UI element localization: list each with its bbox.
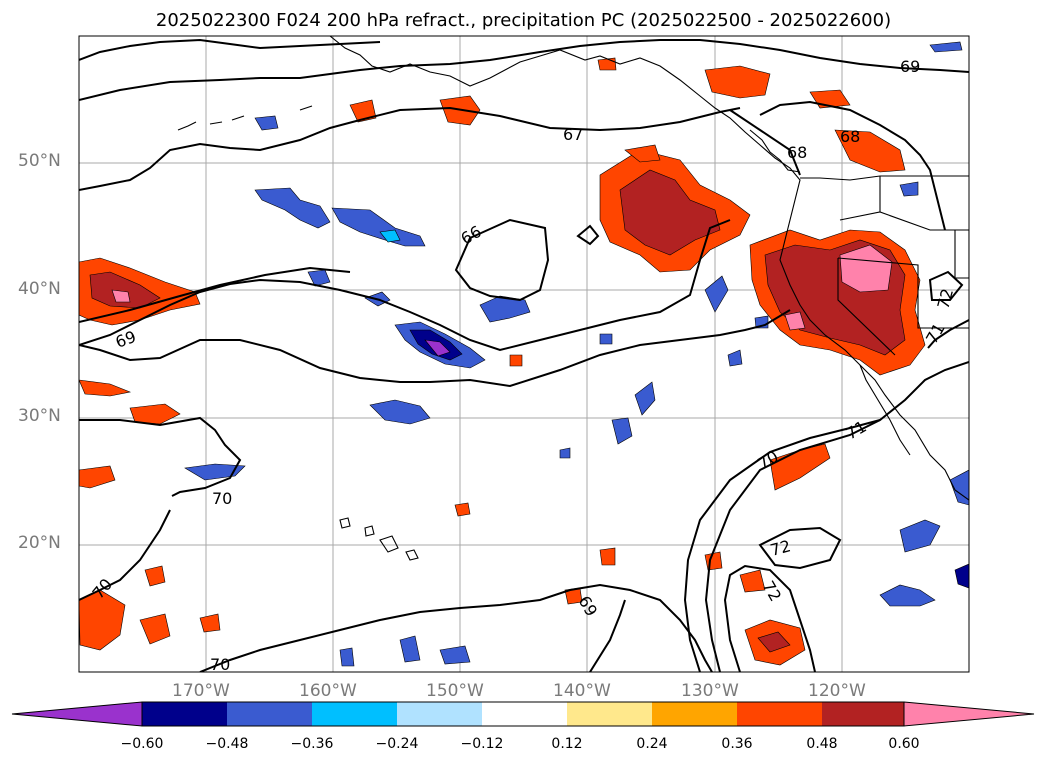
contour-label: 67 — [563, 125, 583, 144]
coastlines — [177, 36, 969, 561]
lat-label: 30°N — [18, 406, 61, 426]
contour-label: 70 — [212, 489, 232, 508]
refractivity-contours — [79, 38, 969, 672]
precip-negative-areas — [184, 41, 969, 667]
contour-label: 72 — [768, 536, 793, 560]
contour-label: 69 — [900, 57, 920, 76]
colorbar-tick-label: 0.12 — [551, 736, 583, 752]
lon-label: 160°W — [299, 681, 357, 701]
colorbar-segment — [652, 702, 737, 726]
contour-label: 70 — [210, 655, 230, 674]
colorbar-segment — [227, 702, 312, 726]
lat-label: 20°N — [18, 533, 61, 553]
contour-label: 68 — [840, 127, 860, 146]
lat-label: 40°N — [18, 279, 61, 299]
colorbar-segment — [142, 702, 227, 726]
colorbar-extend-high — [903, 701, 1035, 727]
colorbar — [11, 701, 1035, 727]
lon-label: 140°W — [553, 681, 611, 701]
colorbar-segment — [397, 702, 482, 726]
contour-label: 72 — [934, 286, 958, 311]
colorbar-tick-label: 0.48 — [806, 736, 838, 752]
colorbar-segment — [737, 702, 822, 726]
colorbar-segment — [312, 702, 397, 726]
colorbar-segment — [567, 702, 652, 726]
contour-label: 68 — [787, 143, 807, 162]
colorbar-tick-label: −0.48 — [205, 736, 249, 752]
lon-label: 130°W — [681, 681, 739, 701]
colorbar-extend-low — [11, 701, 143, 727]
colorbar-tick-label: −0.12 — [460, 736, 504, 752]
lon-label: 120°W — [808, 681, 866, 701]
colorbar-tick-label: 0.60 — [888, 736, 920, 752]
lat-label: 50°N — [18, 151, 61, 171]
colorbar-segment — [822, 702, 904, 726]
precip-positive-areas — [79, 57, 926, 666]
lon-label: 150°W — [426, 681, 484, 701]
colorbar-tick-label: −0.36 — [290, 736, 334, 752]
colorbar-tick-label: 0.36 — [721, 736, 753, 752]
lon-label: 170°W — [172, 681, 230, 701]
colorbar-tick-label: 0.24 — [636, 736, 668, 752]
colorbar-tick-label: −0.24 — [375, 736, 419, 752]
colorbar-tick-label: −0.60 — [120, 736, 164, 752]
colorbar-segment — [482, 702, 567, 726]
map-title: 2025022300 F024 200 hPa refract., precip… — [155, 10, 892, 31]
